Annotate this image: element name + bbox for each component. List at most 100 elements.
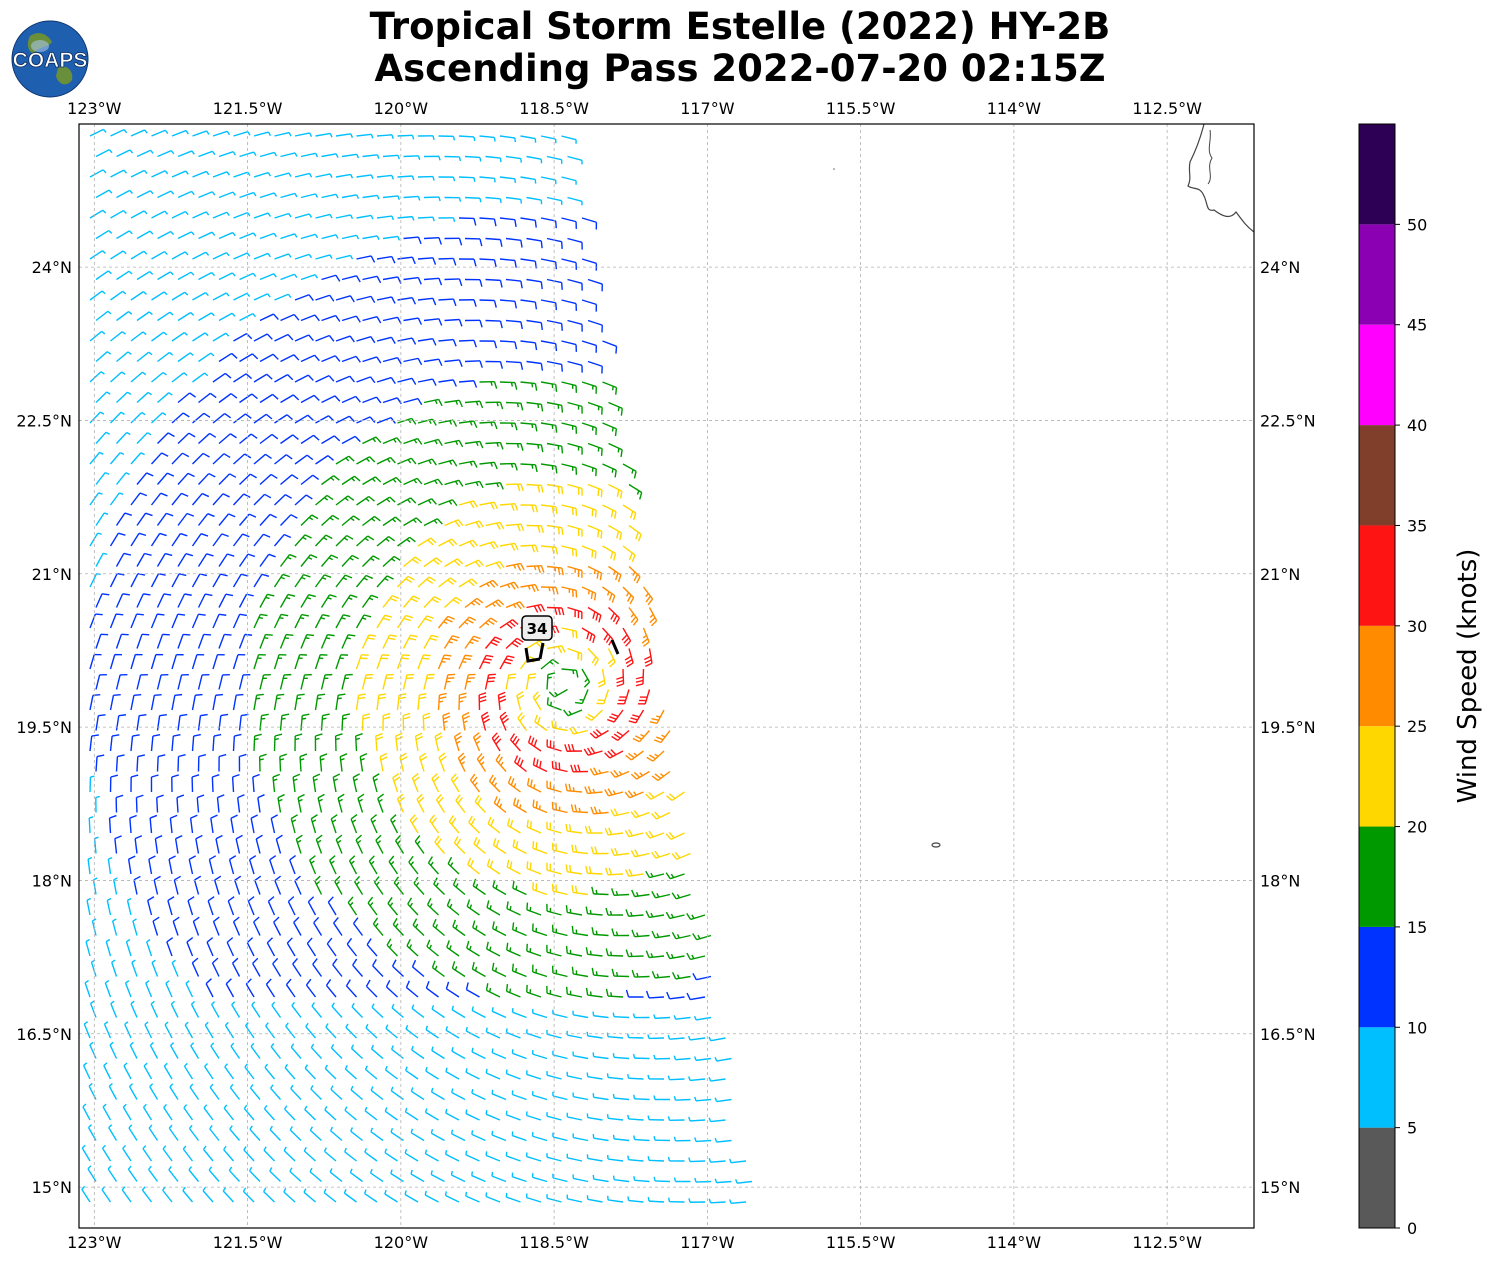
- wind-barb: [330, 814, 338, 834]
- wind-barb: [122, 1103, 132, 1121]
- wind-barb: [520, 463, 538, 473]
- wind-barb: [602, 586, 616, 603]
- wind-barb: [532, 691, 542, 711]
- wind-barb: [218, 513, 236, 526]
- wind-barb: [567, 196, 583, 206]
- wind-barb: [198, 271, 216, 281]
- wind-barb: [505, 278, 523, 289]
- wind-barb: [567, 565, 583, 578]
- lon-tick-bottom: 112.5°W: [1132, 1233, 1202, 1252]
- wind-barb: [212, 533, 229, 547]
- wind-barb: [136, 190, 154, 199]
- wind-barb: [356, 133, 374, 139]
- wind-barb: [89, 250, 107, 260]
- wind-barb: [499, 655, 515, 670]
- wind-barb: [486, 900, 501, 916]
- max-wind-label-box: [521, 615, 553, 641]
- wind-barb: [95, 795, 100, 813]
- wind-barb: [651, 850, 671, 859]
- wind-barb: [382, 154, 400, 160]
- wind-barb: [464, 635, 481, 649]
- lon-tick-bottom: 114°W: [987, 1233, 1042, 1252]
- wind-barb: [171, 532, 188, 547]
- wind-barb: [625, 750, 644, 761]
- wind-barb: [423, 634, 439, 649]
- wind-barb: [567, 237, 583, 250]
- wind-barb: [591, 967, 609, 978]
- wind-barb: [95, 391, 111, 403]
- wind-barb: [370, 1127, 384, 1142]
- wind-barb: [265, 978, 276, 998]
- wind-barb: [215, 834, 223, 854]
- lat-tick-right: 15°N: [1260, 1178, 1300, 1197]
- wind-barb: [499, 581, 519, 590]
- wind-barb: [531, 1173, 548, 1183]
- wind-barb: [101, 1144, 112, 1162]
- wind-barb: [540, 299, 558, 311]
- wind-barb: [423, 358, 443, 367]
- wind-barb: [224, 1021, 235, 1039]
- wind-barb: [197, 472, 216, 485]
- wind-barb: [373, 876, 384, 895]
- wind-barb: [104, 980, 112, 998]
- wind-barb: [653, 1054, 671, 1060]
- wind-barb: [341, 554, 359, 567]
- wind-barb: [321, 193, 339, 199]
- wind-barb: [505, 401, 524, 411]
- wind-barb: [81, 1144, 91, 1162]
- wind-barb: [177, 311, 195, 322]
- logo-text: COAPS: [13, 49, 88, 72]
- lon-tick-top: 115.5°W: [826, 99, 896, 118]
- wind-barb: [177, 673, 189, 690]
- wind-barb: [417, 378, 437, 386]
- wind-barb: [397, 536, 416, 547]
- wind-barb: [571, 885, 589, 896]
- wind-barb: [493, 796, 507, 814]
- wind-barb: [224, 1063, 235, 1080]
- wind-barb: [341, 515, 360, 527]
- wind-barb: [321, 395, 341, 404]
- wind-barb: [115, 754, 125, 772]
- wind-barb: [116, 311, 133, 322]
- wind-barb: [627, 1196, 644, 1203]
- wind-barb: [423, 557, 443, 568]
- wind-barb: [438, 379, 457, 387]
- wind-barb: [505, 442, 524, 451]
- wind-barb: [694, 1096, 712, 1102]
- wind-barb: [294, 414, 314, 424]
- wind-barb: [526, 861, 542, 875]
- colorbar-tick-label: 0: [1407, 1219, 1417, 1238]
- wind-barb: [337, 793, 345, 813]
- wind-barb: [444, 439, 464, 448]
- wind-barb: [182, 1186, 194, 1203]
- wind-barb: [567, 442, 583, 455]
- wind-barb: [206, 937, 214, 957]
- wind-barb: [673, 1015, 691, 1020]
- wind-barb: [335, 654, 349, 670]
- wind-barb: [289, 1167, 302, 1183]
- lat-tick-right: 19.5°N: [1260, 718, 1316, 737]
- wind-barb: [321, 514, 340, 527]
- wind-barb: [95, 310, 112, 322]
- wind-barb: [287, 896, 296, 916]
- wind-barb: [218, 272, 236, 281]
- wind-barb: [605, 988, 624, 998]
- wind-barb: [321, 355, 341, 363]
- wind-barb: [653, 730, 671, 744]
- wind-barb: [254, 875, 262, 895]
- wind-barb: [324, 1064, 337, 1080]
- wind-barb: [438, 298, 457, 307]
- colorbar-segment: [1359, 1127, 1395, 1228]
- wind-barb: [385, 1024, 398, 1039]
- colorbar-segment: [1359, 324, 1395, 426]
- wind-barb: [225, 978, 235, 998]
- wind-barb: [628, 524, 642, 542]
- wind-barb: [397, 134, 415, 140]
- wind-barb: [551, 965, 568, 978]
- wind-barb: [233, 453, 252, 465]
- wind-barb: [171, 170, 189, 178]
- colorbar-tick-label: 25: [1407, 717, 1427, 736]
- wind-barb: [148, 855, 156, 875]
- wind-barb: [387, 897, 399, 916]
- wind-barb: [310, 1043, 323, 1059]
